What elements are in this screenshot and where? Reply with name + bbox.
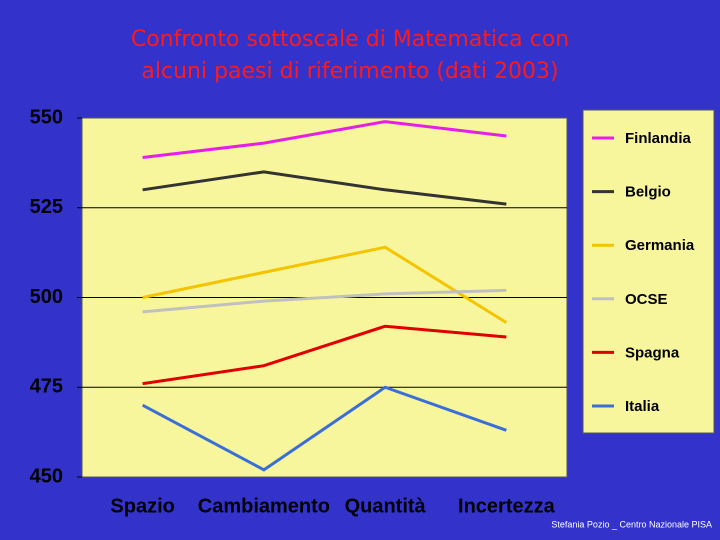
series-line bbox=[141, 385, 507, 472]
legend-label: Spagna bbox=[625, 344, 680, 361]
legend-label: Belgio bbox=[625, 184, 671, 201]
legend-label: Finlandia bbox=[625, 130, 691, 147]
y-tick-label: 550 bbox=[30, 106, 63, 128]
x-tick-label: Incertezza bbox=[458, 495, 556, 517]
legend-label: Germania bbox=[625, 237, 695, 254]
series-line bbox=[142, 170, 507, 206]
y-tick-label: 450 bbox=[30, 465, 63, 487]
x-tick-label: Spazio bbox=[110, 495, 174, 517]
legend-label: Italia bbox=[625, 398, 660, 415]
chart-title: Confronto sottoscale di Matematica con bbox=[131, 27, 569, 52]
y-tick-label: 475 bbox=[30, 376, 63, 398]
y-tick-label: 500 bbox=[30, 286, 63, 308]
series-line bbox=[142, 324, 507, 386]
series-line bbox=[142, 120, 507, 159]
chart-title: alcuni paesi di riferimento (dati 2003) bbox=[141, 59, 558, 84]
legend bbox=[582, 109, 715, 434]
legend-label: OCSE bbox=[625, 291, 668, 308]
series-line bbox=[142, 288, 507, 314]
x-tick-label: Quantità bbox=[345, 495, 427, 517]
x-tick-label: Cambiamento bbox=[198, 495, 330, 517]
y-tick-label: 525 bbox=[30, 196, 63, 218]
series-line bbox=[142, 245, 508, 324]
footer: Stefania Pozio _ Centro Nazionale PISA bbox=[551, 519, 712, 529]
